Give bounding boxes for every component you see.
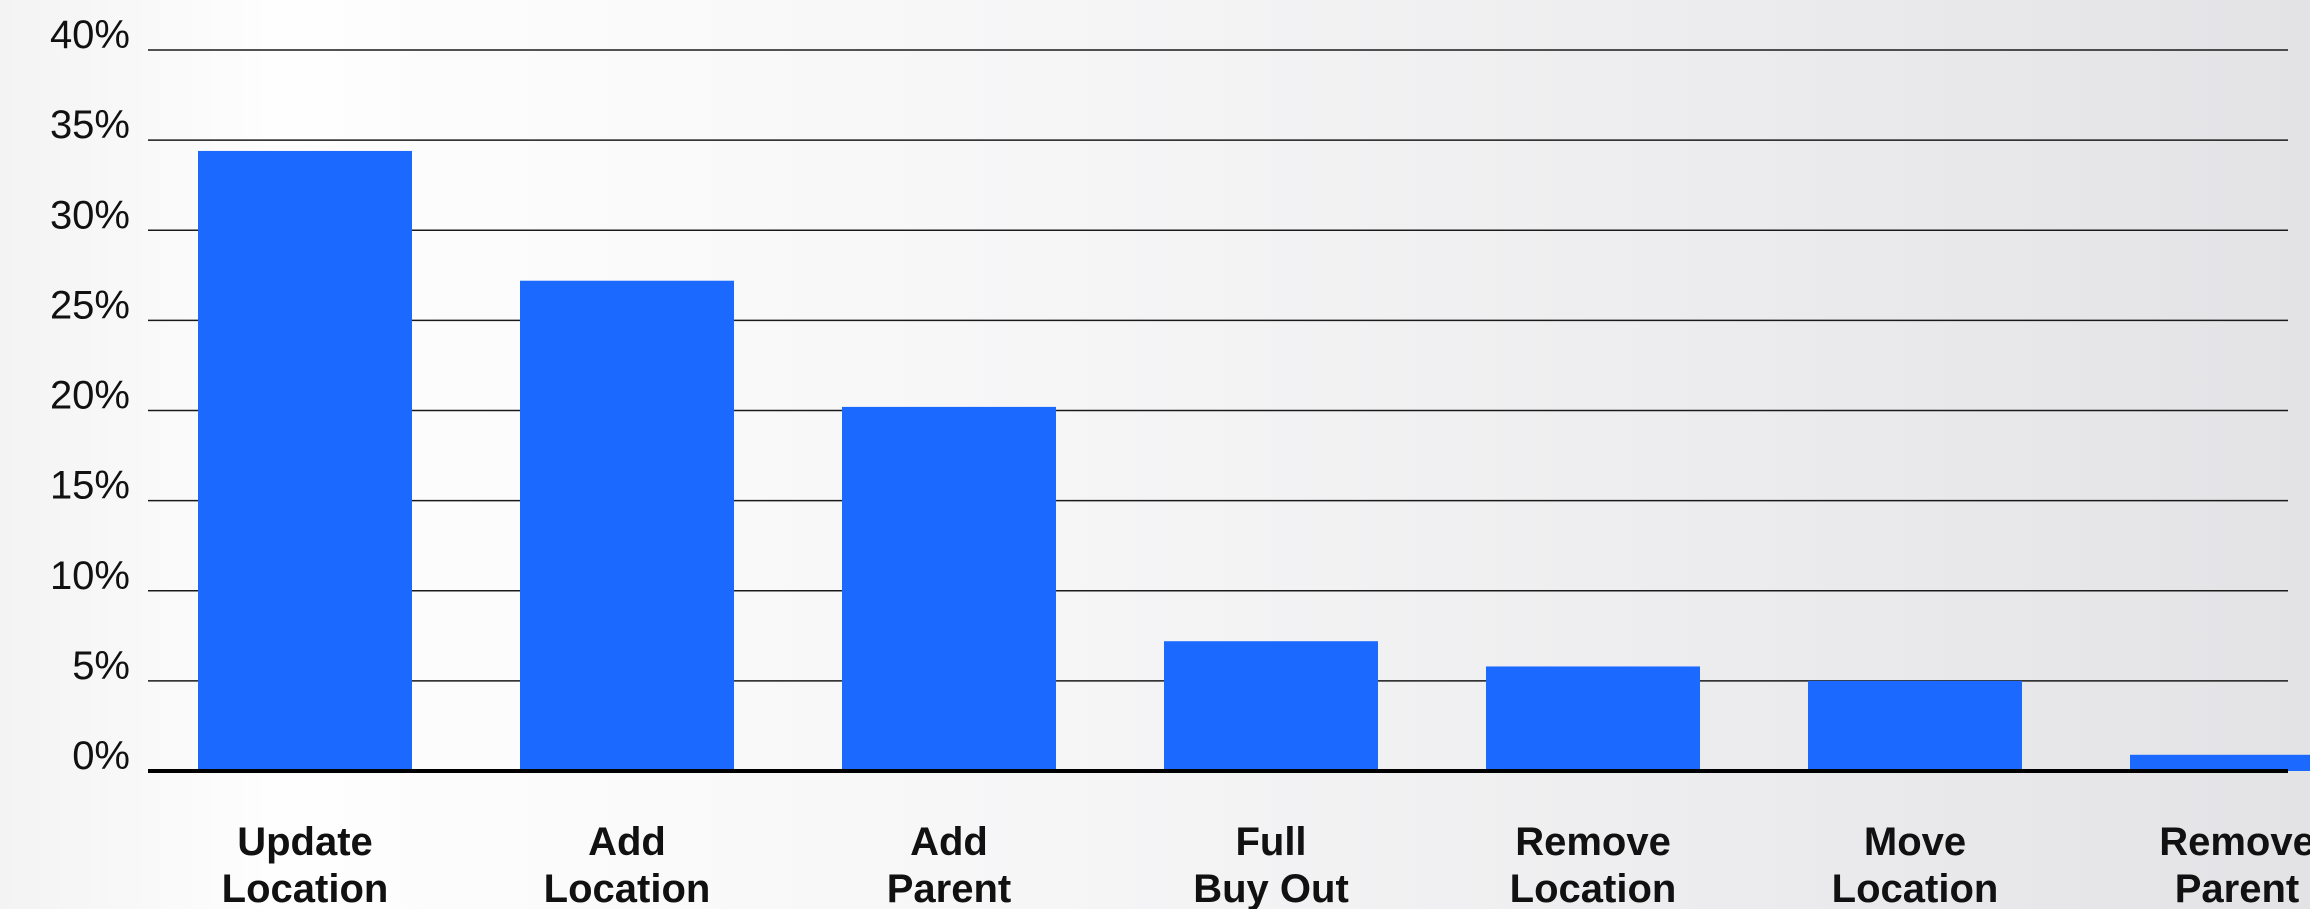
y-tick-label: 35% [50,103,130,147]
y-axis-tick-labels: 0% 5% 10% 15% 20% 25% 30% 35% 40% [50,13,130,778]
y-tick-label: 15% [50,464,130,508]
y-tick-label: 25% [50,283,130,327]
x-tick-label: Add Parent [887,820,1012,909]
y-tick-label: 0% [72,734,130,778]
x-axis-tick-labels: Update Location Add Location Add Parent Full Bu… [222,820,2310,909]
bar [1486,666,1700,771]
y-tick-label: 30% [50,193,130,237]
bar [1164,641,1378,771]
x-tick-label: Add Location [544,820,711,909]
bar [198,150,412,771]
gridlines [148,49,2288,682]
bar [842,406,1056,771]
x-tick-label: Remove Parent [2159,820,2310,909]
y-tick-label: 20% [50,374,130,418]
bar [520,280,734,771]
x-tick-label: Remove Location [1510,820,1677,909]
y-tick-label: 40% [50,13,130,57]
y-tick-label: 10% [50,554,130,598]
bars [198,150,2310,771]
x-tick-label: Update Location [222,820,389,909]
bar [2130,754,2310,771]
x-tick-label: Full Buy Out [1193,820,1349,909]
y-tick-label: 5% [72,644,130,688]
bar [1808,680,2022,771]
x-tick-label: Move Location [1832,820,1999,909]
